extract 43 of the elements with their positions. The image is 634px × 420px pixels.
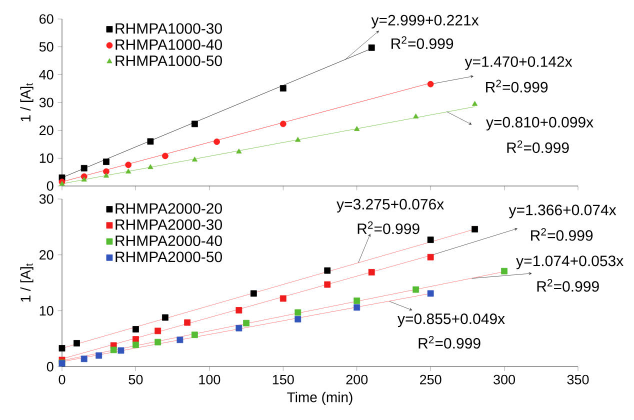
annotation: R$^{2}$=0.999 [537,279,599,292]
annotation: R$^{2}$=0.999 [392,36,454,49]
annotation: R$^{2}$=0.999 [358,221,420,234]
y-tick-label: 50 [39,42,54,52]
legend-label: RHMPA1000-30 [116,23,222,34]
y-tick-label: 30 [39,98,54,108]
y-tick-label: 40 [39,70,54,80]
x-axis-title: Time (min) [287,392,352,405]
x-tick-label: 50 [128,374,143,384]
x-tick-label: 100 [199,374,220,384]
annotation: R$^{2}$=0.999 [418,336,480,349]
legend-label: RHMPA2000-20 [116,203,222,214]
y-tick-label: 20 [40,250,54,260]
annotation: y=0.810+0.099x [486,116,594,130]
annotation: R$^{2}$=0.999 [507,140,569,154]
y-tick-label: 20 [40,126,54,136]
legend-label: RHMPA1000-40 [116,39,222,50]
x-tick-label: 0 [58,374,66,384]
x-tick-label: 250 [420,374,442,384]
x-tick-label: 150 [272,374,294,384]
annotation: R$^{2}$=0.999 [531,228,593,241]
y-axis-title: 1 / [A]$_{t}$ [20,264,34,302]
annotation: y=1.470+0.142x [464,56,572,70]
annotation: y=1.366+0.074x [508,204,616,218]
legend-label: RHMPA2000-30 [116,219,222,230]
y-tick-label: 10 [40,153,54,163]
legend-label: RHMPA2000-50 [116,252,222,262]
annotation: y=1.074+0.053x [516,256,624,270]
annotation: y=3.275+0.076x [336,198,444,213]
x-tick-label: 350 [567,374,589,384]
annotation: y=2.999+0.221x [371,14,479,28]
legend-label: RHMPA2000-40 [116,235,222,246]
y-tick-label: 10 [40,306,54,316]
annotation: R$^{2}$=0.999 [486,80,548,92]
y-axis-title: 1 / [A]$_{t}$ [20,83,34,122]
x-tick-label: 200 [346,374,368,384]
annotation: y=0.855+0.049x [398,314,505,328]
y-tick-label: 60 [40,14,54,24]
x-tick-label: 300 [494,374,516,384]
y-tick-label: 0 [46,181,54,191]
y-tick-label: 0 [46,362,54,372]
y-tick-label: 30 [39,194,54,204]
legend-label: RHMPA1000-50 [116,55,222,66]
